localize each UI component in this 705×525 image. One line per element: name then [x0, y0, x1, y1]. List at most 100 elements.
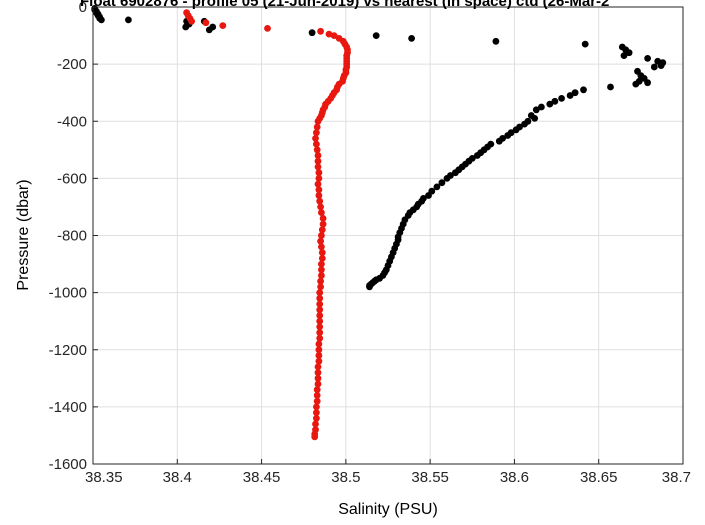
data-point	[315, 352, 323, 359]
data-point	[366, 283, 373, 291]
data-point	[313, 129, 320, 137]
y-tick-label: -400	[57, 113, 87, 130]
data-point	[316, 289, 324, 296]
data-point	[571, 89, 579, 97]
data-point	[316, 300, 324, 308]
data-point	[372, 32, 380, 39]
data-point	[98, 16, 105, 24]
data-point	[319, 215, 327, 222]
data-point	[311, 433, 319, 441]
y-tick-label: -1200	[49, 342, 87, 359]
data-point	[607, 83, 614, 91]
data-point	[312, 135, 319, 142]
data-point	[205, 26, 213, 34]
data-point	[318, 232, 325, 239]
data-point	[532, 106, 540, 114]
y-tick-label: -800	[57, 228, 87, 245]
data-point	[317, 237, 324, 245]
data-point	[316, 312, 324, 319]
data-point	[620, 52, 628, 59]
data-point	[512, 126, 520, 134]
data-point	[408, 35, 415, 42]
data-point	[308, 29, 316, 37]
data-point	[632, 80, 640, 88]
data-points	[91, 4, 667, 441]
x-tick-label: 38.55	[411, 469, 449, 486]
data-point	[317, 277, 324, 285]
data-point	[316, 317, 324, 325]
data-point	[315, 175, 323, 182]
x-tick-label: 38.65	[580, 469, 618, 486]
data-point	[319, 220, 327, 228]
series-1	[91, 4, 667, 291]
data-point	[318, 260, 325, 268]
data-point	[443, 175, 451, 182]
data-point	[315, 346, 323, 354]
x-tick-label: 38.45	[243, 469, 281, 486]
y-axis-ticks: -1600 -1400 -1200 -1000 -800 -600 -400 -200 0	[49, 0, 98, 473]
data-point	[219, 22, 227, 29]
data-point	[452, 169, 459, 177]
data-point	[313, 386, 321, 394]
y-tick-label: -1000	[49, 285, 87, 302]
x-tick-label: 38.7	[662, 469, 691, 486]
data-point	[264, 25, 271, 32]
data-point	[314, 152, 322, 159]
data-point	[314, 380, 322, 388]
data-point	[546, 100, 554, 108]
data-point	[316, 197, 324, 205]
data-point	[315, 169, 323, 177]
y-tick-label: 0	[79, 0, 87, 16]
data-point	[202, 19, 210, 27]
data-point	[551, 97, 559, 105]
data-point	[313, 146, 321, 154]
data-point	[316, 294, 324, 302]
data-point	[538, 103, 545, 111]
data-point	[473, 152, 481, 159]
data-point	[182, 23, 190, 31]
data-point	[314, 157, 322, 165]
data-point	[504, 132, 512, 139]
data-point	[644, 55, 651, 62]
data-point	[313, 123, 321, 131]
data-point	[317, 283, 324, 291]
data-point	[425, 192, 432, 199]
data-point	[318, 255, 326, 262]
data-point	[313, 403, 320, 411]
data-point	[318, 226, 326, 234]
data-point	[316, 306, 324, 314]
data-point	[312, 420, 319, 428]
data-point	[531, 115, 539, 122]
data-point	[521, 120, 528, 128]
data-point	[330, 32, 338, 39]
data-point	[313, 409, 320, 416]
x-axis-label: Salinity (PSU)	[338, 501, 438, 518]
data-point	[314, 363, 322, 371]
data-point	[314, 374, 322, 382]
data-point	[124, 16, 132, 24]
data-point	[316, 323, 324, 331]
data-point	[315, 192, 323, 199]
data-point	[317, 27, 324, 35]
x-tick-label: 38.6	[500, 469, 529, 486]
data-point	[314, 117, 322, 125]
y-axis-label: Pressure (dbar)	[15, 179, 32, 290]
data-point	[316, 334, 324, 342]
data-point	[495, 137, 503, 145]
data-point	[318, 266, 325, 274]
data-point	[581, 40, 589, 48]
x-tick-label: 38.4	[163, 469, 192, 486]
data-point	[313, 392, 321, 399]
data-point	[317, 203, 324, 211]
data-point	[316, 329, 324, 336]
data-point	[644, 79, 651, 87]
data-point	[188, 17, 196, 25]
y-tick-label: -1400	[49, 399, 87, 416]
data-point	[314, 180, 322, 188]
series-2	[183, 9, 351, 441]
data-point	[318, 209, 325, 217]
data-point	[315, 186, 323, 194]
data-point	[318, 243, 325, 251]
x-tick-label: 38.35	[85, 469, 123, 486]
data-point	[650, 63, 658, 71]
